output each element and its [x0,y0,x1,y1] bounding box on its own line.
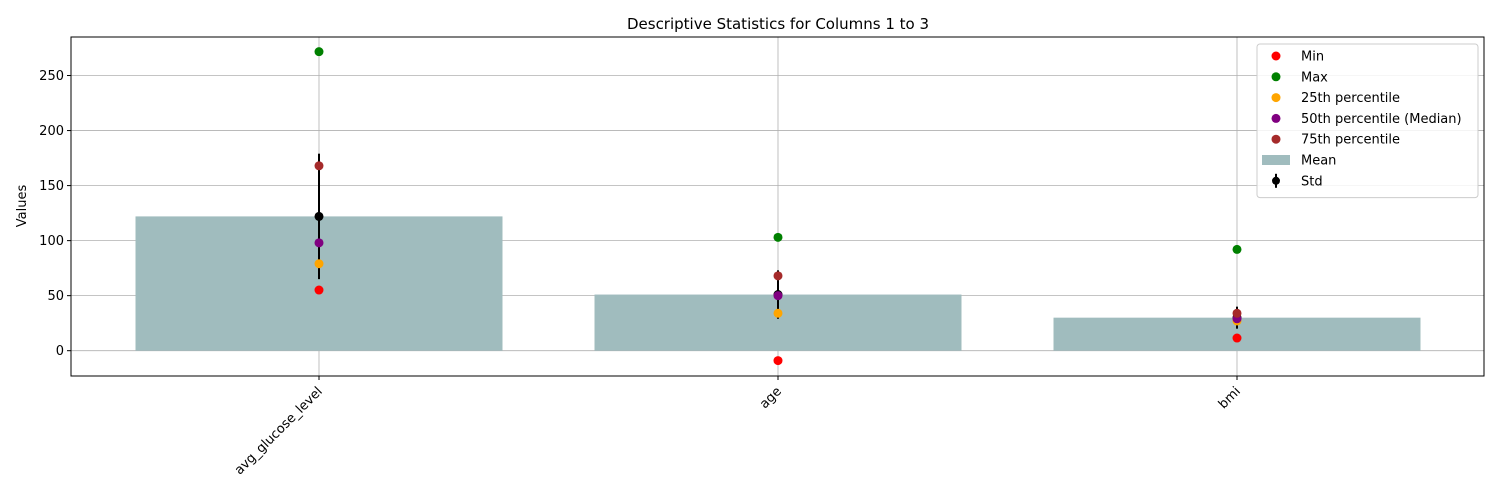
stat-point [314,238,324,248]
stat-point [773,291,783,301]
stat-point [1232,333,1242,343]
x-tick-label: avg_glucose_level [232,384,326,478]
stat-point [773,308,783,318]
stat-point [314,285,324,295]
legend-box [1256,43,1479,199]
legend-label: 25th percentile [1301,91,1400,106]
legend-label: Min [1301,50,1324,65]
y-axis-label: Values [15,185,30,228]
std-center-point [314,211,324,221]
stat-point [773,271,783,281]
y-tick-label: 250 [39,69,64,84]
legend-marker [1271,51,1281,61]
stat-point [1232,308,1242,318]
legend-marker [1272,176,1280,185]
y-tick-label: 100 [39,234,64,249]
legend-marker [1271,113,1281,123]
stat-point [314,161,324,171]
legend-label: 75th percentile [1301,133,1400,148]
y-tick-label: 200 [39,124,64,139]
chart-title: Descriptive Statistics for Columns 1 to … [627,15,929,33]
y-tick-label: 50 [47,289,64,304]
legend-marker [1271,93,1281,103]
legend: Min Max 25th percentile 50th percentile (Me… [1256,43,1479,199]
x-tick-label: bmi [1216,384,1244,412]
stat-points [314,47,1242,366]
legend-marker [1262,155,1290,165]
y-axis-ticks: 0 50 100 150 200 250 [39,69,71,359]
stat-point [773,232,783,242]
stat-point [314,259,324,269]
x-axis-ticks: avg_glucose_level age bmi [232,376,1244,478]
stat-point [773,356,783,366]
legend-label: Mean [1301,154,1336,169]
x-tick-label: age [757,384,785,412]
stat-point [1232,244,1242,254]
stat-point [314,47,324,57]
legend-label: Std [1301,174,1323,189]
y-tick-label: 0 [56,344,64,359]
legend-label: Max [1301,70,1328,85]
legend-marker [1271,72,1281,82]
legend-label: 50th percentile (Median) [1301,112,1462,127]
y-tick-label: 150 [39,179,64,194]
legend-marker [1271,134,1281,144]
